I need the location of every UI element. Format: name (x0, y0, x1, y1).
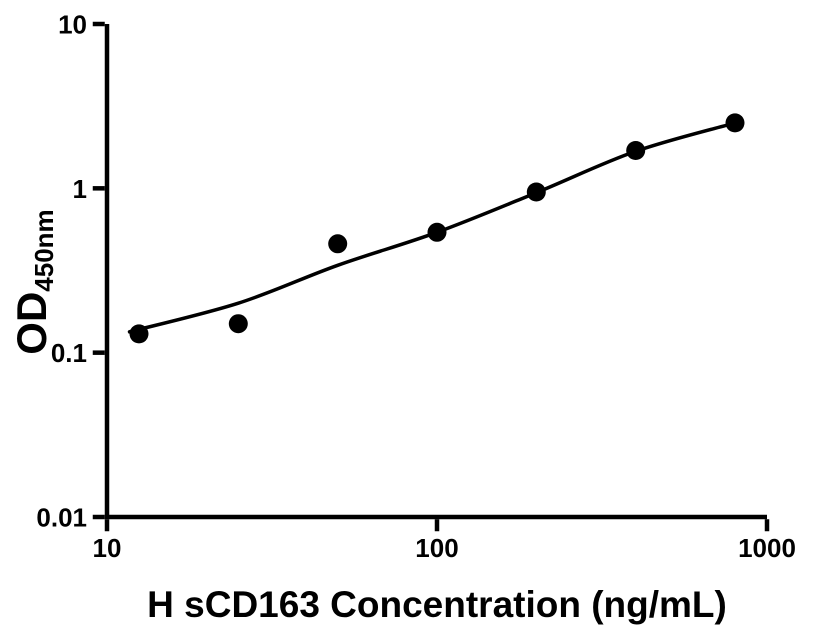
data-point (427, 222, 447, 242)
x-tick-label: 1000 (738, 533, 796, 563)
y-axis-title: OD450nm (8, 209, 59, 354)
y-axis-title-main: OD (8, 292, 55, 355)
data-point (129, 324, 149, 344)
x-tick-label: 10 (93, 533, 122, 563)
data-point (526, 182, 546, 202)
data-point (228, 314, 248, 334)
x-axis-title: H sCD163 Concentration (ng/mL) (147, 584, 727, 625)
y-tick-label: 0.01 (36, 503, 87, 533)
data-point (626, 141, 646, 160)
axis-ticks (92, 21, 770, 532)
y-tick-label: 1 (73, 174, 87, 204)
data-points (129, 113, 745, 344)
axis-frame (104, 24, 767, 520)
y-tick-label: 0.1 (51, 338, 87, 368)
y-tick-label: 10 (58, 10, 87, 40)
x-tick-label: 100 (415, 533, 458, 563)
y-axis-title-subscript: 450nm (29, 209, 59, 291)
data-point (725, 113, 745, 133)
data-point (328, 234, 348, 254)
